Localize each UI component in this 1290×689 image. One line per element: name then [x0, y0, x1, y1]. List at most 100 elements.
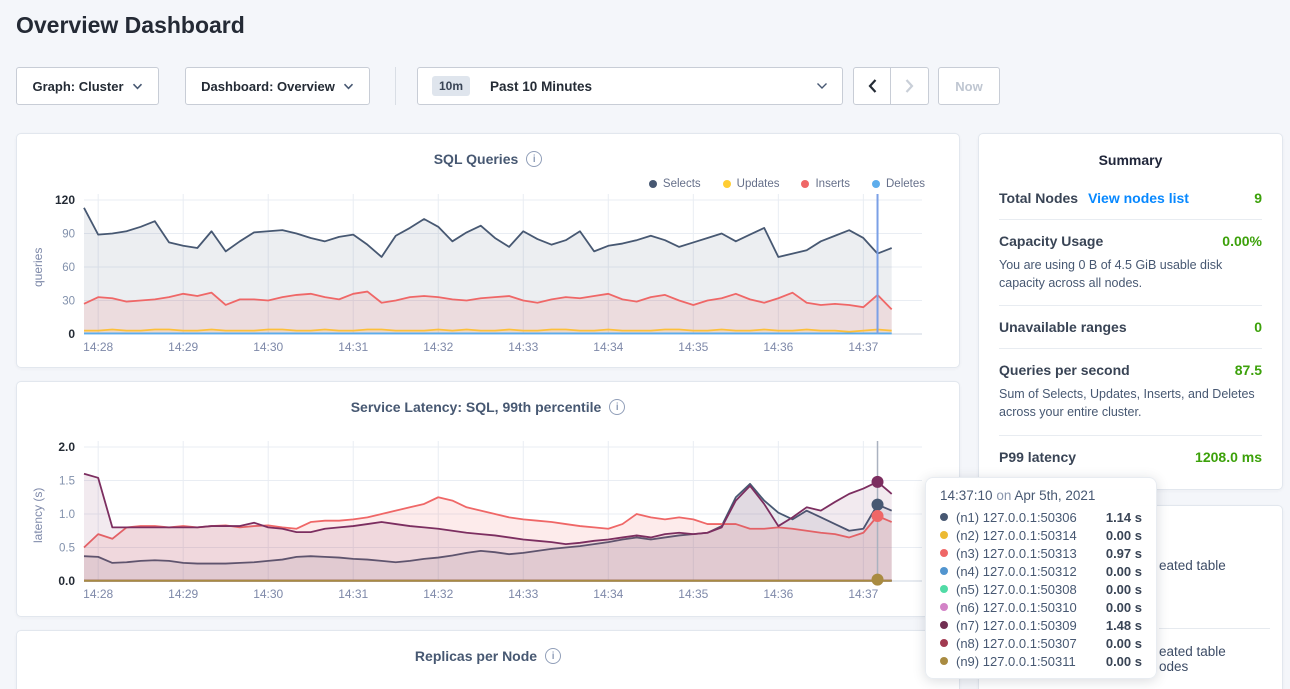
series-dot [940, 621, 948, 629]
series-dot [940, 549, 948, 557]
series-dot [940, 531, 948, 539]
summary-heading: Summary [1098, 152, 1163, 168]
stat-total-nodes: Total Nodes View nodes list 9 [999, 190, 1262, 206]
chevron-down-icon [132, 83, 142, 90]
svg-text:14:34: 14:34 [593, 340, 623, 354]
time-range-badge: 10m [432, 76, 471, 96]
chart-hover-tooltip: 14:37:10 on Apr 5th, 2021 (n1) 127.0.0.1… [925, 477, 1157, 679]
time-range-label: Past 10 Minutes [490, 78, 593, 94]
svg-text:1.5: 1.5 [59, 476, 75, 488]
event-item-text: eated table [1159, 558, 1226, 573]
stat-unavailable-ranges: Unavailable ranges 0 [999, 319, 1262, 336]
series-dot [940, 513, 948, 521]
summary-panel: Summary Total Nodes View nodes list 9 Ca… [978, 133, 1283, 490]
chart-legend: Selects Updates Inserts Deletes [648, 178, 925, 190]
controls-bar: Graph: Cluster Dashboard: Overview 10m P… [0, 67, 1290, 105]
stat-queries-per-second: Queries per second 87.5 [999, 362, 1262, 379]
series-dot [940, 657, 948, 665]
divider [999, 348, 1262, 350]
series-dot [940, 567, 948, 575]
svg-text:14:32: 14:32 [423, 340, 453, 354]
legend-item-updates: Updates [722, 178, 779, 190]
stat-value: 9 [1254, 190, 1262, 206]
legend-dot [872, 180, 880, 188]
chevron-down-icon [817, 83, 827, 89]
stat-value: 0 [1254, 319, 1262, 336]
time-range-picker[interactable]: 10m Past 10 Minutes [417, 67, 843, 105]
dashboard-dropdown[interactable]: Dashboard: Overview [185, 67, 370, 105]
stat-capacity-usage: Capacity Usage 0.00% [999, 233, 1262, 249]
info-icon[interactable] [526, 151, 543, 167]
svg-text:14:31: 14:31 [338, 587, 368, 601]
stat-description: You are using 0 B of 4.5 GiB usable disk… [999, 258, 1223, 291]
tooltip-row-n3: (n3) 127.0.0.1:50313 0.97 s [940, 544, 1142, 562]
graph-dropdown[interactable]: Graph: Cluster [16, 67, 159, 105]
svg-text:14:28: 14:28 [83, 587, 113, 601]
tooltip-row-n4: (n4) 127.0.0.1:50312 0.00 s [940, 562, 1142, 580]
info-icon[interactable] [545, 648, 562, 664]
series-dot [940, 639, 948, 647]
divider [999, 219, 1262, 220]
time-prev-button[interactable] [853, 67, 891, 105]
legend-item-deletes: Deletes [872, 178, 925, 190]
svg-text:14:32: 14:32 [423, 587, 453, 601]
page-title: Overview Dashboard [16, 12, 245, 38]
svg-text:14:34: 14:34 [593, 587, 623, 601]
svg-text:14:36: 14:36 [763, 587, 793, 601]
tooltip-row-n8: (n8) 127.0.0.1:50307 0.00 s [940, 634, 1142, 652]
svg-text:0: 0 [68, 327, 75, 341]
svg-text:0.5: 0.5 [59, 543, 75, 555]
svg-text:60: 60 [62, 262, 75, 274]
tooltip-row-n5: (n5) 127.0.0.1:50308 0.00 s [940, 580, 1142, 598]
service-latency-chart[interactable]: 0.0 0.5 1.0 1.5 2.0 14:28 14:29 14:30 14:31 14:32… [17, 434, 961, 612]
now-button[interactable]: Now [938, 67, 1000, 105]
divider [395, 67, 396, 105]
svg-text:120: 120 [55, 193, 75, 207]
svg-text:14:33: 14:33 [508, 340, 538, 354]
tooltip-row-n9: (n9) 127.0.0.1:50311 0.00 s [940, 652, 1142, 670]
stat-value: 87.5 [1234, 362, 1262, 379]
event-item-text: eated table [1159, 644, 1226, 659]
svg-text:14:30: 14:30 [253, 587, 283, 601]
svg-text:14:30: 14:30 [253, 340, 283, 354]
svg-text:14:35: 14:35 [678, 340, 708, 354]
event-item-text: odes [1159, 659, 1189, 674]
svg-text:0.0: 0.0 [58, 574, 75, 588]
sql-queries-card: SQL Queries Selects Updates Inserts Dele… [16, 133, 960, 368]
sql-queries-chart[interactable]: 0 30 60 90 120 14:28 14:29 14:30 14:31 14:32 14:33… [17, 186, 961, 364]
svg-text:14:33: 14:33 [508, 587, 538, 601]
chart-title: SQL Queries [433, 151, 519, 167]
svg-text:2.0: 2.0 [58, 440, 75, 454]
svg-text:14:37: 14:37 [848, 340, 878, 354]
graph-dropdown-label: Graph: Cluster [32, 78, 124, 94]
svg-text:90: 90 [62, 229, 75, 241]
series-dot [940, 603, 948, 611]
legend-dot [801, 180, 810, 188]
divider [1159, 628, 1270, 629]
dashboard-dropdown-label: Dashboard: Overview [201, 78, 335, 94]
chevron-left-icon [868, 79, 876, 93]
view-nodes-list-link[interactable]: View nodes list [1088, 190, 1189, 206]
svg-text:14:28: 14:28 [83, 340, 113, 354]
chart-title: Service Latency: SQL, 99th percentile [350, 399, 602, 415]
svg-text:14:37: 14:37 [848, 587, 878, 601]
svg-text:14:29: 14:29 [168, 340, 198, 354]
tooltip-row-n1: (n1) 127.0.0.1:50306 1.14 s [940, 508, 1142, 526]
legend-item-selects: Selects [648, 178, 701, 190]
tooltip-timestamp: 14:37:10 on Apr 5th, 2021 [940, 488, 1096, 503]
tooltip-row-n7: (n7) 127.0.0.1:50309 1.48 s [940, 616, 1142, 634]
chevron-down-icon [343, 83, 353, 90]
svg-text:14:31: 14:31 [338, 340, 368, 354]
legend-dot [722, 180, 731, 188]
tooltip-row-n6: (n6) 127.0.0.1:50310 0.00 s [940, 598, 1142, 616]
legend-item-inserts: Inserts [801, 178, 850, 190]
svg-text:1.0: 1.0 [59, 509, 75, 521]
stat-value: 1208.0 ms [1195, 448, 1262, 465]
stat-p99-latency: P99 latency 1208.0 ms [999, 448, 1262, 465]
svg-text:30: 30 [62, 296, 75, 308]
tooltip-row-n2: (n2) 127.0.0.1:50314 0.00 s [940, 526, 1142, 544]
time-next-button[interactable] [891, 67, 929, 105]
svg-text:14:36: 14:36 [763, 340, 793, 354]
info-icon[interactable] [609, 399, 626, 415]
series-dot [940, 585, 948, 593]
